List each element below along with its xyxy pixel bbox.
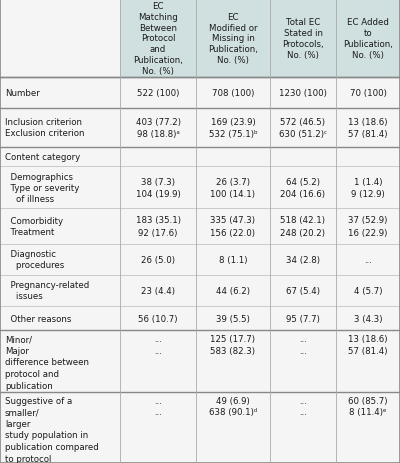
Text: EC
Modified or
Missing in
Publication,
No. (%): EC Modified or Missing in Publication, N… <box>208 13 258 65</box>
Text: Total EC
Stated in
Protocols,
No. (%): Total EC Stated in Protocols, No. (%) <box>282 19 324 59</box>
Text: 13 (18.6): 13 (18.6) <box>348 334 388 344</box>
Text: 522 (100): 522 (100) <box>137 89 179 98</box>
Bar <box>270 0 336 78</box>
Text: 23 (4.4): 23 (4.4) <box>141 286 175 295</box>
Text: Demographics
  Type or severity
    of illness: Demographics Type or severity of illness <box>5 172 79 203</box>
Text: to protocol: to protocol <box>5 454 51 463</box>
Text: 67 (5.4): 67 (5.4) <box>286 286 320 295</box>
Text: 34 (2.8): 34 (2.8) <box>286 255 320 264</box>
Text: 38 (7.3): 38 (7.3) <box>141 177 175 186</box>
Text: 532 (75.1)ᵇ: 532 (75.1)ᵇ <box>209 130 257 138</box>
Text: 248 (20.2): 248 (20.2) <box>280 228 326 237</box>
Text: 638 (90.1)ᵈ: 638 (90.1)ᵈ <box>209 407 257 416</box>
Text: Major: Major <box>5 346 29 355</box>
Bar <box>196 0 270 78</box>
Text: difference between: difference between <box>5 357 89 367</box>
Text: 4 (5.7): 4 (5.7) <box>354 286 382 295</box>
Text: ...: ... <box>299 396 307 405</box>
Text: 125 (17.7): 125 (17.7) <box>210 334 256 344</box>
Text: 572 (46.5): 572 (46.5) <box>280 118 326 126</box>
Text: 92 (17.6): 92 (17.6) <box>138 228 178 237</box>
Text: Inclusion criterion
Exclusion criterion: Inclusion criterion Exclusion criterion <box>5 118 84 138</box>
Bar <box>120 0 196 78</box>
Text: Suggestive of a: Suggestive of a <box>5 396 72 405</box>
Text: EC
Matching
Between
Protocol
and
Publication,
No. (%): EC Matching Between Protocol and Publica… <box>133 2 183 75</box>
Text: ...: ... <box>299 346 307 355</box>
Text: 8 (11.4)ᵉ: 8 (11.4)ᵉ <box>349 407 387 416</box>
Text: 26 (3.7): 26 (3.7) <box>216 177 250 186</box>
Text: Other reasons: Other reasons <box>5 314 71 323</box>
Text: 630 (51.2)ᶜ: 630 (51.2)ᶜ <box>279 130 327 138</box>
Text: 39 (5.5): 39 (5.5) <box>216 314 250 323</box>
Text: 9 (12.9): 9 (12.9) <box>351 189 385 198</box>
Text: 8 (1.1): 8 (1.1) <box>219 255 247 264</box>
Text: 64 (5.2): 64 (5.2) <box>286 177 320 186</box>
Text: 98 (18.8)ᵃ: 98 (18.8)ᵃ <box>137 130 179 138</box>
Text: 518 (42.1): 518 (42.1) <box>280 216 326 225</box>
Text: study population in: study population in <box>5 431 88 439</box>
Text: ...: ... <box>364 255 372 264</box>
Text: 60 (85.7): 60 (85.7) <box>348 396 388 405</box>
Text: 49 (6.9): 49 (6.9) <box>216 396 250 405</box>
Text: 403 (77.2): 403 (77.2) <box>136 118 180 126</box>
Text: 708 (100): 708 (100) <box>212 89 254 98</box>
Text: 44 (6.2): 44 (6.2) <box>216 286 250 295</box>
Text: smaller/: smaller/ <box>5 407 40 416</box>
Text: 16 (22.9): 16 (22.9) <box>348 228 388 237</box>
Text: ...: ... <box>299 334 307 344</box>
Text: ...: ... <box>154 334 162 344</box>
Text: 3 (4.3): 3 (4.3) <box>354 314 382 323</box>
Text: Diagnostic
    procedures: Diagnostic procedures <box>5 250 64 270</box>
Text: 57 (81.4): 57 (81.4) <box>348 346 388 355</box>
Text: Comorbidity
  Treatment: Comorbidity Treatment <box>5 217 63 237</box>
Text: 13 (18.6): 13 (18.6) <box>348 118 388 126</box>
Text: 183 (35.1): 183 (35.1) <box>136 216 180 225</box>
Text: larger: larger <box>5 419 30 428</box>
Text: ...: ... <box>299 407 307 416</box>
Text: 169 (23.9): 169 (23.9) <box>211 118 255 126</box>
Text: 156 (22.0): 156 (22.0) <box>210 228 256 237</box>
Text: Number: Number <box>5 89 40 98</box>
Text: EC Added
to
Publication,
No. (%): EC Added to Publication, No. (%) <box>343 19 393 59</box>
Text: Content category: Content category <box>5 153 80 162</box>
Bar <box>336 0 400 78</box>
Text: ...: ... <box>154 407 162 416</box>
Text: publication: publication <box>5 381 52 390</box>
Text: ...: ... <box>154 396 162 405</box>
Text: 95 (7.7): 95 (7.7) <box>286 314 320 323</box>
Text: 57 (81.4): 57 (81.4) <box>348 130 388 138</box>
Text: 37 (52.9): 37 (52.9) <box>348 216 388 225</box>
Text: 104 (19.9): 104 (19.9) <box>136 189 180 198</box>
Text: 70 (100): 70 (100) <box>350 89 386 98</box>
Text: 26 (5.0): 26 (5.0) <box>141 255 175 264</box>
Text: 204 (16.6): 204 (16.6) <box>280 189 326 198</box>
Text: 583 (82.3): 583 (82.3) <box>210 346 256 355</box>
Text: 1230 (100): 1230 (100) <box>279 89 327 98</box>
Text: 100 (14.1): 100 (14.1) <box>210 189 256 198</box>
Text: Pregnancy-related
    issues: Pregnancy-related issues <box>5 281 89 301</box>
Text: 56 (10.7): 56 (10.7) <box>138 314 178 323</box>
Text: protocol and: protocol and <box>5 369 59 378</box>
Text: 1 (1.4): 1 (1.4) <box>354 177 382 186</box>
Text: Minor/: Minor/ <box>5 334 32 344</box>
Text: ...: ... <box>154 346 162 355</box>
Text: publication compared: publication compared <box>5 442 98 451</box>
Text: 335 (47.3): 335 (47.3) <box>210 216 256 225</box>
